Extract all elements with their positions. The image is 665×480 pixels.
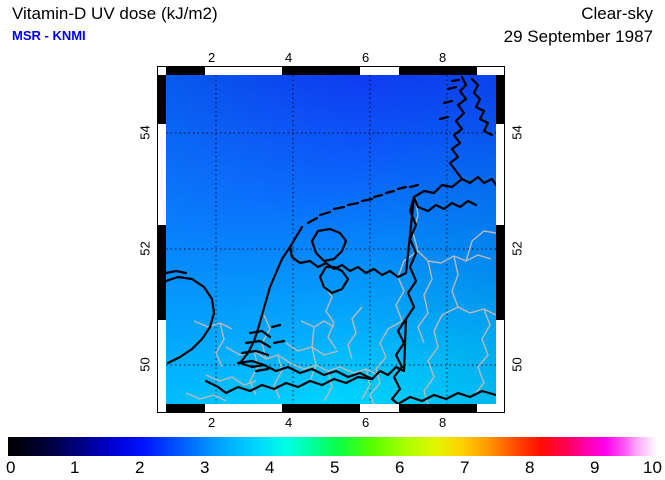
- colorbar-tick-10: 10: [643, 458, 662, 477]
- data-source-label: MSR - KNMI: [12, 28, 86, 43]
- axis-top-label-2: 2: [208, 50, 216, 65]
- map-internal-borders: [185, 194, 496, 404]
- axis-bottom-label-4: 4: [285, 415, 293, 430]
- colorbar-tick-5: 5: [330, 458, 340, 477]
- colorbar-tick-2: 2: [135, 458, 145, 477]
- map-coastline: [166, 75, 496, 404]
- uv-dose-gradient: [166, 75, 496, 404]
- axis-left-label-50: 50: [137, 357, 153, 372]
- axis-left-label-54: 54: [137, 125, 153, 140]
- axis-top-label-8: 8: [439, 50, 447, 65]
- map-geography-layer: [166, 75, 496, 404]
- colorbar-tick-4: 4: [265, 458, 275, 477]
- map-gridlines: [166, 75, 496, 404]
- sky-condition-label: Clear-sky: [581, 4, 653, 23]
- colorbar-tick-9: 9: [590, 458, 600, 477]
- axis-left-label-52: 52: [137, 241, 153, 256]
- uv-dose-gradient-overlay: [166, 75, 496, 404]
- uv-dose-colorbar: [8, 437, 657, 456]
- colorbar-tick-1: 1: [70, 458, 80, 477]
- colorbar-tick-8: 8: [525, 458, 535, 477]
- colorbar-tick-7: 7: [460, 458, 470, 477]
- axis-bottom-label-2: 2: [208, 415, 216, 430]
- axis-top-label-6: 6: [362, 50, 370, 65]
- axis-right-label-52: 52: [509, 241, 525, 256]
- colorbar-tick-0: 0: [6, 458, 16, 477]
- page-title: Vitamin-D UV dose (kJ/m2): [12, 4, 218, 23]
- axis-bottom-label-8: 8: [439, 415, 447, 430]
- axis-top-label-4: 4: [285, 50, 293, 65]
- colorbar-tick-6: 6: [395, 458, 405, 477]
- axis-bottom-label-6: 6: [362, 415, 370, 430]
- axis-right-label-54: 54: [509, 125, 525, 140]
- date-label: 29 September 1987: [503, 27, 653, 46]
- colorbar-tick-3: 3: [200, 458, 210, 477]
- colorbar-gradient: [8, 437, 657, 456]
- map-plot-area: [157, 66, 505, 413]
- uv-dose-field: [166, 75, 496, 404]
- axis-right-label-50: 50: [509, 357, 525, 372]
